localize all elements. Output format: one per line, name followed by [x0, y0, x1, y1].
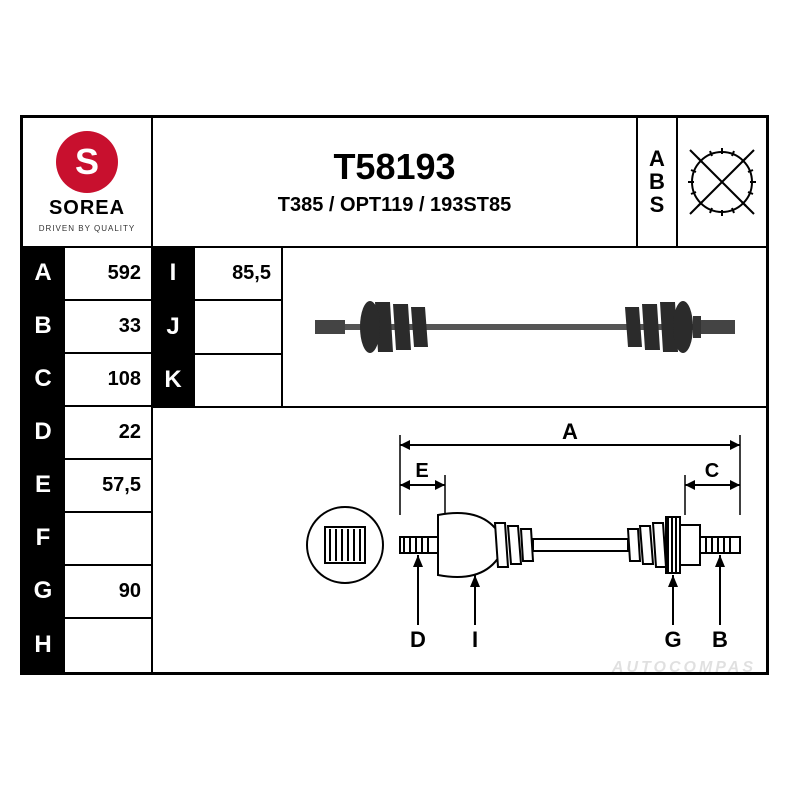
brand-logo-box: S SOREA DRIVEN BY QUALITY — [23, 118, 153, 248]
product-photo-box — [283, 248, 766, 408]
brand-logo-letter: S — [75, 144, 99, 180]
spec-value — [195, 355, 283, 409]
dim-label-a: A — [562, 419, 578, 444]
spec-value: 22 — [65, 407, 153, 460]
spec-value — [65, 619, 153, 672]
callout-b: B — [712, 627, 728, 652]
callout-g: G — [664, 627, 681, 652]
spec-row: C108 — [23, 354, 153, 407]
spec-key: K — [153, 355, 195, 409]
spec-row: B33 — [23, 301, 153, 354]
spec-key: F — [23, 513, 65, 566]
spec-value — [65, 513, 153, 566]
brand-logo-circle: S — [56, 131, 118, 193]
brand-tagline: DRIVEN BY QUALITY — [39, 224, 135, 233]
abs-b: B — [649, 170, 665, 193]
part-refs: T385 / OPT119 / 193ST85 — [278, 194, 511, 217]
spec-row: I85,5 — [153, 248, 283, 302]
spec-key: J — [153, 301, 195, 355]
spec-value: 592 — [65, 248, 153, 301]
abs-gear-crossed-icon — [682, 142, 762, 222]
spec-key: D — [23, 407, 65, 460]
spec-value — [195, 301, 283, 355]
dim-label-e: E — [415, 460, 428, 482]
spec-row: A592 — [23, 248, 153, 301]
header-row: S SOREA DRIVEN BY QUALITY T58193 T385 / … — [23, 118, 766, 248]
dimension-diagram: A E C — [290, 415, 760, 665]
spec-key: C — [23, 354, 65, 407]
drive-shaft-photo-icon — [305, 272, 745, 382]
spec-row: H — [23, 619, 153, 672]
spec-key: H — [23, 619, 65, 672]
spec-key: B — [23, 301, 65, 354]
dimension-diagram-box: A E C — [283, 408, 766, 672]
spec-row: F — [23, 513, 153, 566]
abs-label-box: A B S — [638, 118, 676, 248]
specs-left-col: A592 B33 C108 D22 E57,5 F G90 H — [23, 248, 153, 672]
spec-value: 108 — [65, 354, 153, 407]
callout-d: D — [410, 627, 426, 652]
brand-name: SOREA — [49, 197, 125, 220]
watermark: AUTOCOMPAS — [612, 659, 756, 677]
spec-value: 85,5 — [195, 248, 283, 302]
spec-key: G — [23, 566, 65, 619]
abs-a: A — [649, 147, 665, 170]
specs-area: A592 B33 C108 D22 E57,5 F G90 H I85,5 J … — [23, 248, 766, 672]
callout-i: I — [471, 627, 477, 652]
spec-row: D22 — [23, 407, 153, 460]
part-number: T58193 — [333, 146, 455, 188]
title-box: T58193 T385 / OPT119 / 193ST85 — [153, 118, 638, 248]
spec-key: E — [23, 460, 65, 513]
specs-mid-col: I85,5 J K — [153, 248, 283, 672]
abs-s: S — [650, 193, 665, 216]
spec-row: G90 — [23, 566, 153, 619]
spec-value: 33 — [65, 301, 153, 354]
spec-value: 57,5 — [65, 460, 153, 513]
spec-row: K — [153, 355, 283, 409]
spec-row: E57,5 — [23, 460, 153, 513]
spec-row: J — [153, 301, 283, 355]
spec-key: I — [153, 248, 195, 302]
abs-gear-icon-box — [676, 118, 766, 248]
spec-value: 90 — [65, 566, 153, 619]
spec-key: A — [23, 248, 65, 301]
dim-label-c: C — [704, 460, 718, 482]
right-area: A E C — [283, 248, 766, 672]
spec-sheet: S SOREA DRIVEN BY QUALITY T58193 T385 / … — [20, 115, 769, 675]
